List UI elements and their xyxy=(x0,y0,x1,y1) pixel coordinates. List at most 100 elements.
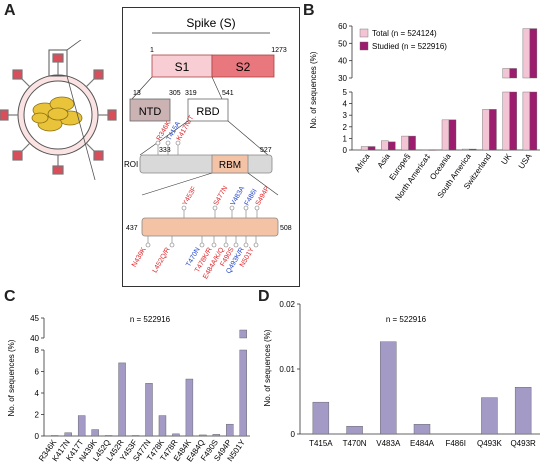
y-tick-label: 40 xyxy=(30,334,39,343)
rbd-domain xyxy=(187,98,229,122)
bar-b xyxy=(502,91,510,151)
chart-d-mutations: 0 0.01 0.02 No. of sequences (%) n = 522916 T… xyxy=(263,300,540,448)
bar-c xyxy=(51,435,59,437)
bar-b xyxy=(428,149,436,151)
bar-b xyxy=(421,149,429,151)
x-tick-label: V483A xyxy=(376,439,401,448)
ntd-label: NTD xyxy=(139,106,162,118)
y-tick-label: 0 xyxy=(35,432,40,441)
x-tick-label: USA xyxy=(517,151,534,170)
lollipop-head xyxy=(233,242,239,248)
y-tick-label: 40 xyxy=(338,57,347,66)
lollipop-head xyxy=(165,140,171,146)
y-axis-label: No. of sequences (%) xyxy=(309,51,318,128)
bar-b xyxy=(509,68,517,79)
bar-b xyxy=(509,91,517,151)
y-tick-label: 50 xyxy=(338,39,347,48)
ntd-domain xyxy=(129,98,171,122)
legend-label: Total (n = 524124) xyxy=(372,29,437,38)
bar-d xyxy=(346,425,363,435)
bar-b xyxy=(469,148,477,151)
y-tick-label: 4 xyxy=(35,389,40,398)
lollipop-head xyxy=(181,205,187,211)
bar-c xyxy=(91,429,99,437)
spike-title: Spike (S) xyxy=(186,16,235,30)
y-tick-label: 6 xyxy=(35,368,40,377)
panel-label-b: B xyxy=(303,2,315,19)
bar-b xyxy=(408,135,416,151)
bar-b xyxy=(401,135,409,151)
y-axis-label: No. of sequences (%) xyxy=(7,339,16,416)
x-tick-label: T470N xyxy=(343,439,367,448)
pos-label: 333 xyxy=(159,147,171,154)
lollipop-head xyxy=(211,242,217,248)
rbd-label: RBD xyxy=(196,106,219,118)
bar-c xyxy=(104,435,113,437)
bar-b xyxy=(522,28,531,79)
y-tick-label: 0.02 xyxy=(279,300,295,309)
bar-d xyxy=(380,341,397,435)
sample-size-annotation: n = 522916 xyxy=(386,315,427,324)
x-tick-label: F486I xyxy=(445,439,465,448)
lollipop-head xyxy=(223,242,229,248)
y-tick-label: 0.01 xyxy=(279,365,295,374)
y-tick-label: 1 xyxy=(343,134,348,143)
bar-b xyxy=(462,148,470,151)
lollipop-head xyxy=(229,205,235,211)
lollipop-head xyxy=(175,140,181,146)
bar-c xyxy=(158,415,167,437)
spike-schematic: Spike (S) 1 1273 S1 S2 13 305 319 541 NT… xyxy=(122,7,300,287)
lollipop-head xyxy=(243,242,249,248)
bar-b xyxy=(529,91,538,151)
lollipop-head xyxy=(253,242,259,248)
pos-label: 305 xyxy=(169,90,181,97)
bar-b xyxy=(482,109,490,151)
y-tick-label: 60 xyxy=(338,22,347,31)
y-tick-label: 30 xyxy=(338,74,347,83)
bar-c xyxy=(226,423,234,437)
bar-c xyxy=(145,383,153,437)
lollipop-head xyxy=(243,205,249,211)
bar-b xyxy=(360,146,369,151)
bar-b xyxy=(441,119,450,151)
rbm-detail-bar xyxy=(141,217,279,237)
bar-c xyxy=(64,432,72,437)
bar-c xyxy=(77,415,86,437)
panel-label-d: D xyxy=(258,288,270,305)
bar-c xyxy=(118,362,126,437)
chart-b-regions: 30 40 50 60 0 1 2 3 4 5 No. of sequences (%) Africa… xyxy=(309,22,540,202)
bar-d xyxy=(413,424,431,435)
y-tick-label: 0 xyxy=(343,146,348,155)
lollipop-head xyxy=(212,205,218,211)
lollipop-head xyxy=(199,242,205,248)
bar-b xyxy=(529,28,538,79)
y-tick-label: 2 xyxy=(343,123,348,132)
bar-d xyxy=(514,386,532,435)
schematic-frame xyxy=(122,7,300,287)
y-tick-label: 0 xyxy=(291,430,296,439)
bar-c xyxy=(239,329,247,339)
roi-region xyxy=(139,154,273,174)
roi-label: ROI xyxy=(124,160,138,169)
pos-label: 1273 xyxy=(271,47,287,54)
lollipop-head xyxy=(254,205,260,211)
bar-b xyxy=(388,141,396,151)
y-tick-label: 4 xyxy=(343,100,348,109)
panel-label-c: C xyxy=(4,288,16,305)
y-tick-label: 5 xyxy=(343,88,348,97)
bar-c xyxy=(212,434,221,437)
panel-label-a: A xyxy=(4,2,16,19)
lollipop-head xyxy=(169,242,175,248)
lollipop-head xyxy=(145,242,151,248)
y-tick-label: 8 xyxy=(35,346,40,355)
pos-label: 508 xyxy=(280,225,292,232)
s2-label: S2 xyxy=(236,60,251,74)
sample-size-annotation: n = 522916 xyxy=(130,315,171,324)
bar-d xyxy=(312,401,330,435)
bar-c xyxy=(185,378,194,437)
virus-icon xyxy=(0,40,117,180)
x-tick-label: Africa xyxy=(353,152,372,174)
rbm-label: RBM xyxy=(219,160,241,171)
pos-label: 1 xyxy=(150,47,154,54)
